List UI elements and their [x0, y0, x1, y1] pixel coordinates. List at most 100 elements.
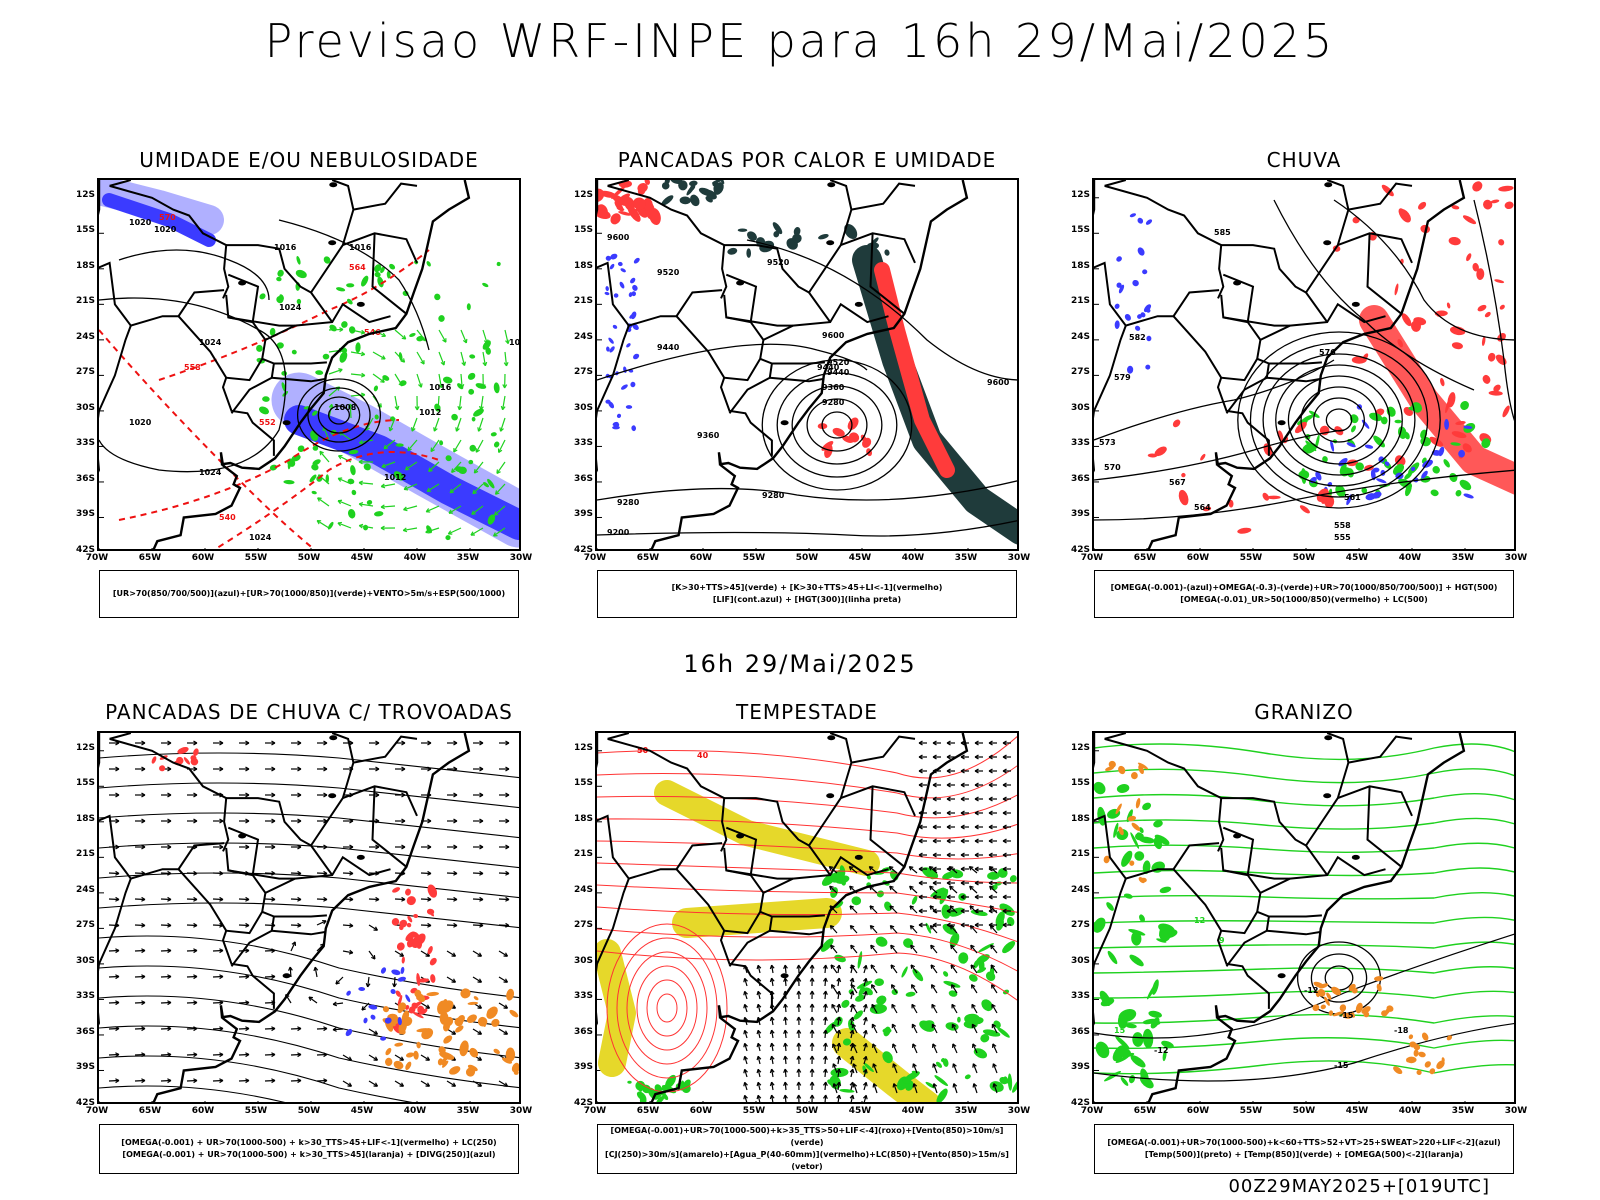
lc850-red [597, 818, 1017, 839]
lon-tick-label: 50W [795, 553, 819, 563]
lon-tick-label: 50W [297, 553, 321, 563]
lon-tick-label: 65W [636, 553, 660, 563]
streamline [99, 1055, 413, 1102]
lc850-red [597, 735, 1017, 779]
lat-tick-label: 21S [75, 296, 95, 307]
lat-tick-label: 42S [1070, 1098, 1090, 1108]
map-panel[interactable]: 9520 9600 9520 9440 9360 9280 9200 9280 9360 9440… [595, 178, 1019, 551]
lif-contours-blue [604, 253, 640, 432]
legend-line: [CJ(250)>30m/s](amarelo)+[Agua_P(40-60mm… [605, 1150, 1009, 1171]
lat-tick-label: 18S [75, 260, 95, 271]
contour-label: 540 [219, 513, 236, 522]
map-panel[interactable]: 1020 1020 1016 1016 1024 1024 1020 1024 1012 1008… [97, 178, 521, 551]
lat-tick-label: 33S [75, 991, 95, 1002]
contour-label: 9360 [822, 383, 845, 392]
thunder-orange [382, 988, 519, 1077]
map-panel[interactable]: 585 582 579 576 573 570 567 564 561 558 555 [1092, 178, 1516, 551]
panel-title: GRANIZO [1254, 700, 1354, 724]
panel-legend: [OMEGA(-0.001)+UR>70(1000-500)+k<60+TTS>… [1094, 1124, 1514, 1174]
lat-tick-label: 18S [573, 260, 593, 271]
thickness-dashed [213, 451, 440, 549]
lc850-red [597, 840, 1017, 860]
map-panel[interactable] [97, 731, 521, 1104]
lon-tick-label: 65W [1133, 1106, 1157, 1116]
lat-tick-label: 42S [75, 545, 95, 555]
contour-label: 570 [1104, 463, 1121, 472]
lon-tick-label: 50W [1292, 1106, 1316, 1116]
contour-label: 9600 [607, 233, 630, 242]
lat-tick-label: 33S [75, 438, 95, 449]
streamline [99, 902, 519, 929]
lat-tick-label: 39S [1070, 1062, 1090, 1073]
temp850-green [1094, 916, 1514, 924]
lat-tick-label: 30S [1070, 402, 1090, 413]
lat-tick-label: 21S [1070, 849, 1090, 860]
temp850-green [1094, 817, 1514, 830]
streamline [99, 782, 519, 809]
contour-label: 579 [1114, 373, 1131, 382]
contour-line [597, 480, 1017, 501]
contour-label: -15 [1334, 1061, 1349, 1070]
wind850-vectors-black [743, 964, 868, 1102]
base-map-borders [1094, 180, 1466, 549]
lc850-red [597, 928, 1017, 972]
contour-label: 9280 [617, 498, 640, 507]
lat-tick-label: 30S [573, 955, 593, 966]
lon-tick-label: 70W [1080, 553, 1104, 563]
lc850-red [597, 794, 1017, 819]
legend-line: [OMEGA(-0.001)-(azul)+OMEGA(-0.3)-(verde… [1110, 583, 1498, 592]
lat-tick-label: 24S [573, 884, 593, 895]
humidity-band-upper [99, 180, 224, 235]
temp500-cold-core [1296, 941, 1382, 1015]
temp850-green [1094, 768, 1514, 784]
contour-line [1094, 469, 1514, 521]
lon-tick-label: 65W [138, 1106, 162, 1116]
map-panel[interactable]: -12 -15 -18 -15 -12 15 12 9 [1092, 731, 1516, 1104]
contour-line [118, 249, 270, 301]
contour-label: 570 [159, 213, 176, 222]
lon-tick-label: 40W [901, 1106, 925, 1116]
lat-tick-label: 36S [1070, 473, 1090, 484]
lon-tick-label: 55W [742, 1106, 766, 1116]
contour-line [1473, 199, 1514, 422]
lon-tick-label: 35W [456, 1106, 480, 1116]
lat-tick-label: 39S [573, 509, 593, 520]
wind850-vectors-east [918, 740, 1011, 928]
jet-stream-yellow-south [832, 1028, 942, 1102]
base-map-borders [597, 180, 969, 549]
contour-label: 9440 [817, 363, 840, 372]
lon-tick-label: 30W [1007, 553, 1031, 563]
contour-label: 50 [637, 746, 649, 755]
lat-tick-label: 18S [75, 813, 95, 824]
contour-line [597, 520, 1017, 537]
streamline [99, 752, 519, 779]
panel-title: PANCADAS POR CALOR E UMIDADE [617, 148, 997, 172]
lon-tick-label: 50W [1292, 553, 1316, 563]
lon-tick-label: 40W [403, 553, 427, 563]
legend-line: [OMEGA(-0.001) + UR>70(1000-500) + k>30_… [121, 1138, 497, 1147]
lat-tick-label: 21S [573, 296, 593, 307]
lat-tick-label: 21S [1070, 296, 1090, 307]
lon-tick-label: 30W [509, 553, 533, 563]
contour-label: 1008 [334, 403, 357, 412]
map-panel[interactable]: 50 40 [595, 731, 1019, 1104]
convection-red-center [817, 417, 873, 459]
lc850-red [597, 884, 1017, 913]
lon-tick-label: 30W [1504, 553, 1528, 563]
lat-tick-label: 18S [1070, 813, 1090, 824]
contour-label: 555 [1334, 533, 1351, 542]
legend-line: [LIF](cont.azul) + [HGT(300)](linha pret… [712, 595, 902, 604]
panel-title: CHUVA [1266, 148, 1342, 172]
lat-tick-label: 39S [1070, 509, 1090, 520]
lon-tick-label: 70W [1080, 1106, 1104, 1116]
omega-orange-west [1103, 760, 1149, 884]
lon-tick-label: 30W [1504, 1106, 1528, 1116]
lon-tick-label: 35W [954, 553, 978, 563]
streamline [99, 872, 519, 899]
lon-tick-label: 50W [297, 1106, 321, 1116]
upper-low-center [761, 359, 913, 491]
lat-tick-label: 33S [1070, 991, 1090, 1002]
contour-label: 585 [1214, 228, 1231, 237]
contour-label: 561 [1344, 493, 1361, 502]
lon-tick-label: 55W [244, 553, 268, 563]
